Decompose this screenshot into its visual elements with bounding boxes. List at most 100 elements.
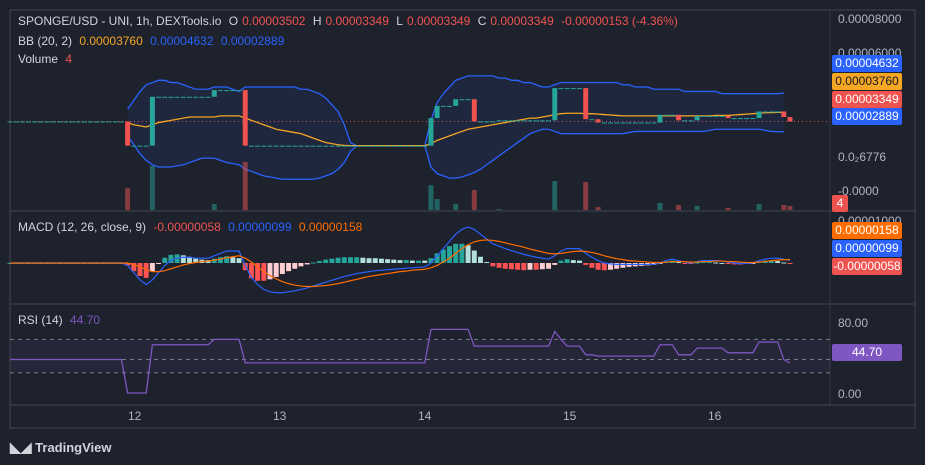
macd-histogram-bar [267, 263, 273, 280]
candle [304, 145, 310, 147]
macd-histogram-bar [385, 259, 391, 263]
volume-bar [242, 162, 248, 210]
candle [515, 120, 521, 122]
macd-histogram-bar [694, 262, 700, 264]
macd-signal-tag: 0.00000158 [832, 222, 902, 239]
candle [391, 145, 397, 147]
candle [502, 120, 508, 122]
candle [94, 121, 100, 123]
candle [38, 121, 44, 123]
macd-histogram-bar [360, 257, 366, 263]
candle [57, 121, 62, 123]
candle [688, 120, 694, 122]
candle [267, 145, 273, 147]
candle [156, 96, 162, 98]
candle [620, 122, 626, 124]
candle [490, 121, 496, 123]
macd-histogram-bar [608, 263, 613, 270]
high-value: 0.00003349 [325, 14, 389, 28]
candle [471, 99, 477, 122]
candle [422, 145, 428, 147]
candle [403, 145, 409, 147]
macd-histogram-bar [719, 263, 725, 264]
volume-bar [595, 207, 601, 210]
macd-histogram-bar [508, 263, 514, 270]
low-label: L [396, 14, 403, 28]
candle [657, 114, 663, 123]
macd-histogram-bar [502, 263, 508, 269]
rsi-label: RSI (14) [18, 313, 63, 327]
macd-label: MACD (12, 26, close, 9) [18, 220, 147, 234]
candle [224, 90, 230, 92]
candle [106, 121, 112, 123]
volume-bar [471, 190, 477, 210]
macd-histogram-bar [149, 263, 155, 272]
candle [651, 122, 657, 124]
candle [663, 114, 669, 116]
candle [564, 88, 570, 90]
candle [75, 121, 81, 123]
macd-histogram-bar [707, 262, 712, 264]
price-axis-label: 0.00008000 [838, 12, 902, 26]
candle [137, 145, 143, 147]
macd-histogram-bar [218, 257, 223, 263]
macd-histogram-bar [372, 258, 378, 263]
macd-histogram-bar [211, 258, 217, 263]
macd-histogram-bar [354, 257, 360, 263]
candle [731, 118, 737, 120]
close-label: C [477, 14, 487, 28]
macd-histogram-bar [317, 261, 322, 263]
macd-histogram-bar [713, 262, 719, 264]
candle [143, 145, 149, 147]
macd-histogram-bar [156, 263, 162, 264]
candle [397, 145, 403, 147]
candle [484, 121, 490, 123]
candle [131, 145, 137, 147]
macd-histogram-bar [125, 263, 131, 266]
candle [762, 111, 768, 113]
macd-histogram-bar [471, 250, 477, 263]
candle [292, 145, 298, 147]
volume-bar [211, 204, 217, 210]
candle [261, 145, 267, 147]
candle [676, 114, 682, 121]
macd-histogram-bar [787, 263, 793, 264]
candle [372, 145, 378, 147]
candle [360, 145, 366, 147]
volume-bar [781, 205, 787, 210]
macd-histogram-bar [595, 263, 601, 270]
macd-histogram-bar [775, 261, 781, 263]
candle [465, 99, 471, 101]
candle [496, 120, 502, 122]
volume-bar [434, 199, 440, 210]
macd-histogram-bar [403, 260, 409, 263]
rsi-band-fill [10, 339, 830, 373]
bb-lower-line [127, 128, 784, 180]
candle [329, 145, 335, 147]
macd-histogram-bar [187, 256, 192, 263]
candle [286, 145, 292, 147]
signal-line [10, 239, 790, 288]
candle [626, 122, 632, 124]
low-value: 0.00003349 [406, 14, 471, 28]
macd-histogram-bar [539, 263, 545, 270]
candle [205, 96, 211, 98]
volume-bar [149, 166, 155, 210]
macd-histogram-bar [273, 263, 279, 277]
macd-histogram-bar [286, 263, 292, 272]
macd-histogram-bar [700, 262, 706, 264]
macd-histogram-bar [224, 256, 230, 263]
candle [273, 145, 279, 147]
candle [589, 119, 595, 121]
candle [298, 145, 304, 147]
bb-mid-line [127, 111, 784, 147]
candle [378, 145, 384, 147]
candle [7, 121, 13, 123]
volume-tag: 4 [832, 195, 848, 212]
candle [32, 121, 38, 123]
tradingview-logo[interactable]: ◣◢ TradingView [10, 439, 112, 456]
price-axis-label: -0.0000 [838, 184, 879, 198]
candle [26, 121, 32, 123]
macd-histogram-bar [323, 259, 329, 263]
